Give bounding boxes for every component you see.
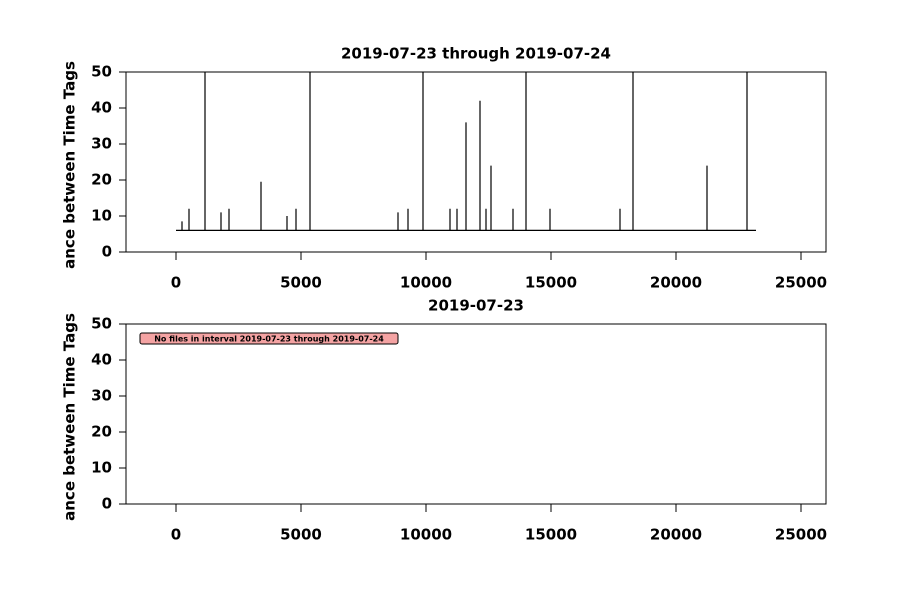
y-tick-label: 10 (91, 207, 112, 225)
y-tick-label: 50 (91, 63, 112, 81)
x-tick-label: 15000 (525, 274, 577, 292)
annotation-box (139, 332, 399, 345)
x-tick-label: 20000 (650, 526, 702, 544)
plot-frame (125, 71, 827, 253)
y-axis-label: ance between Time Tags (61, 313, 79, 521)
x-tick-label: 10000 (400, 274, 452, 292)
x-tick-label: 5000 (280, 526, 322, 544)
y-tick-label: 10 (91, 459, 112, 477)
y-tick-label: 20 (91, 423, 112, 441)
y-axis-label: ance between Time Tags (61, 61, 79, 269)
annotation: No files in interval 2019-07-23 through … (154, 335, 384, 344)
x-tick-label: 25000 (775, 274, 827, 292)
chart-title: 2019-07-23 through 2019-07-24 (341, 45, 611, 63)
x-tick-label: 25000 (775, 526, 827, 544)
x-tick-label: 20000 (650, 274, 702, 292)
y-tick-label: 0 (102, 495, 112, 513)
y-tick-label: 30 (91, 135, 112, 153)
plot-frame (125, 323, 827, 505)
data-line (176, 72, 756, 231)
y-tick-label: 50 (91, 315, 112, 333)
y-tick-label: 40 (91, 351, 112, 369)
y-tick-label: 0 (102, 243, 112, 261)
x-tick-label: 15000 (525, 526, 577, 544)
x-tick-label: 10000 (400, 526, 452, 544)
y-tick-label: 30 (91, 387, 112, 405)
x-tick-label: 0 (171, 274, 181, 292)
y-tick-label: 40 (91, 99, 112, 117)
x-tick-label: 0 (171, 526, 181, 544)
y-tick-label: 20 (91, 171, 112, 189)
x-tick-label: 5000 (280, 274, 322, 292)
chart-title: 2019-07-23 (428, 297, 524, 315)
